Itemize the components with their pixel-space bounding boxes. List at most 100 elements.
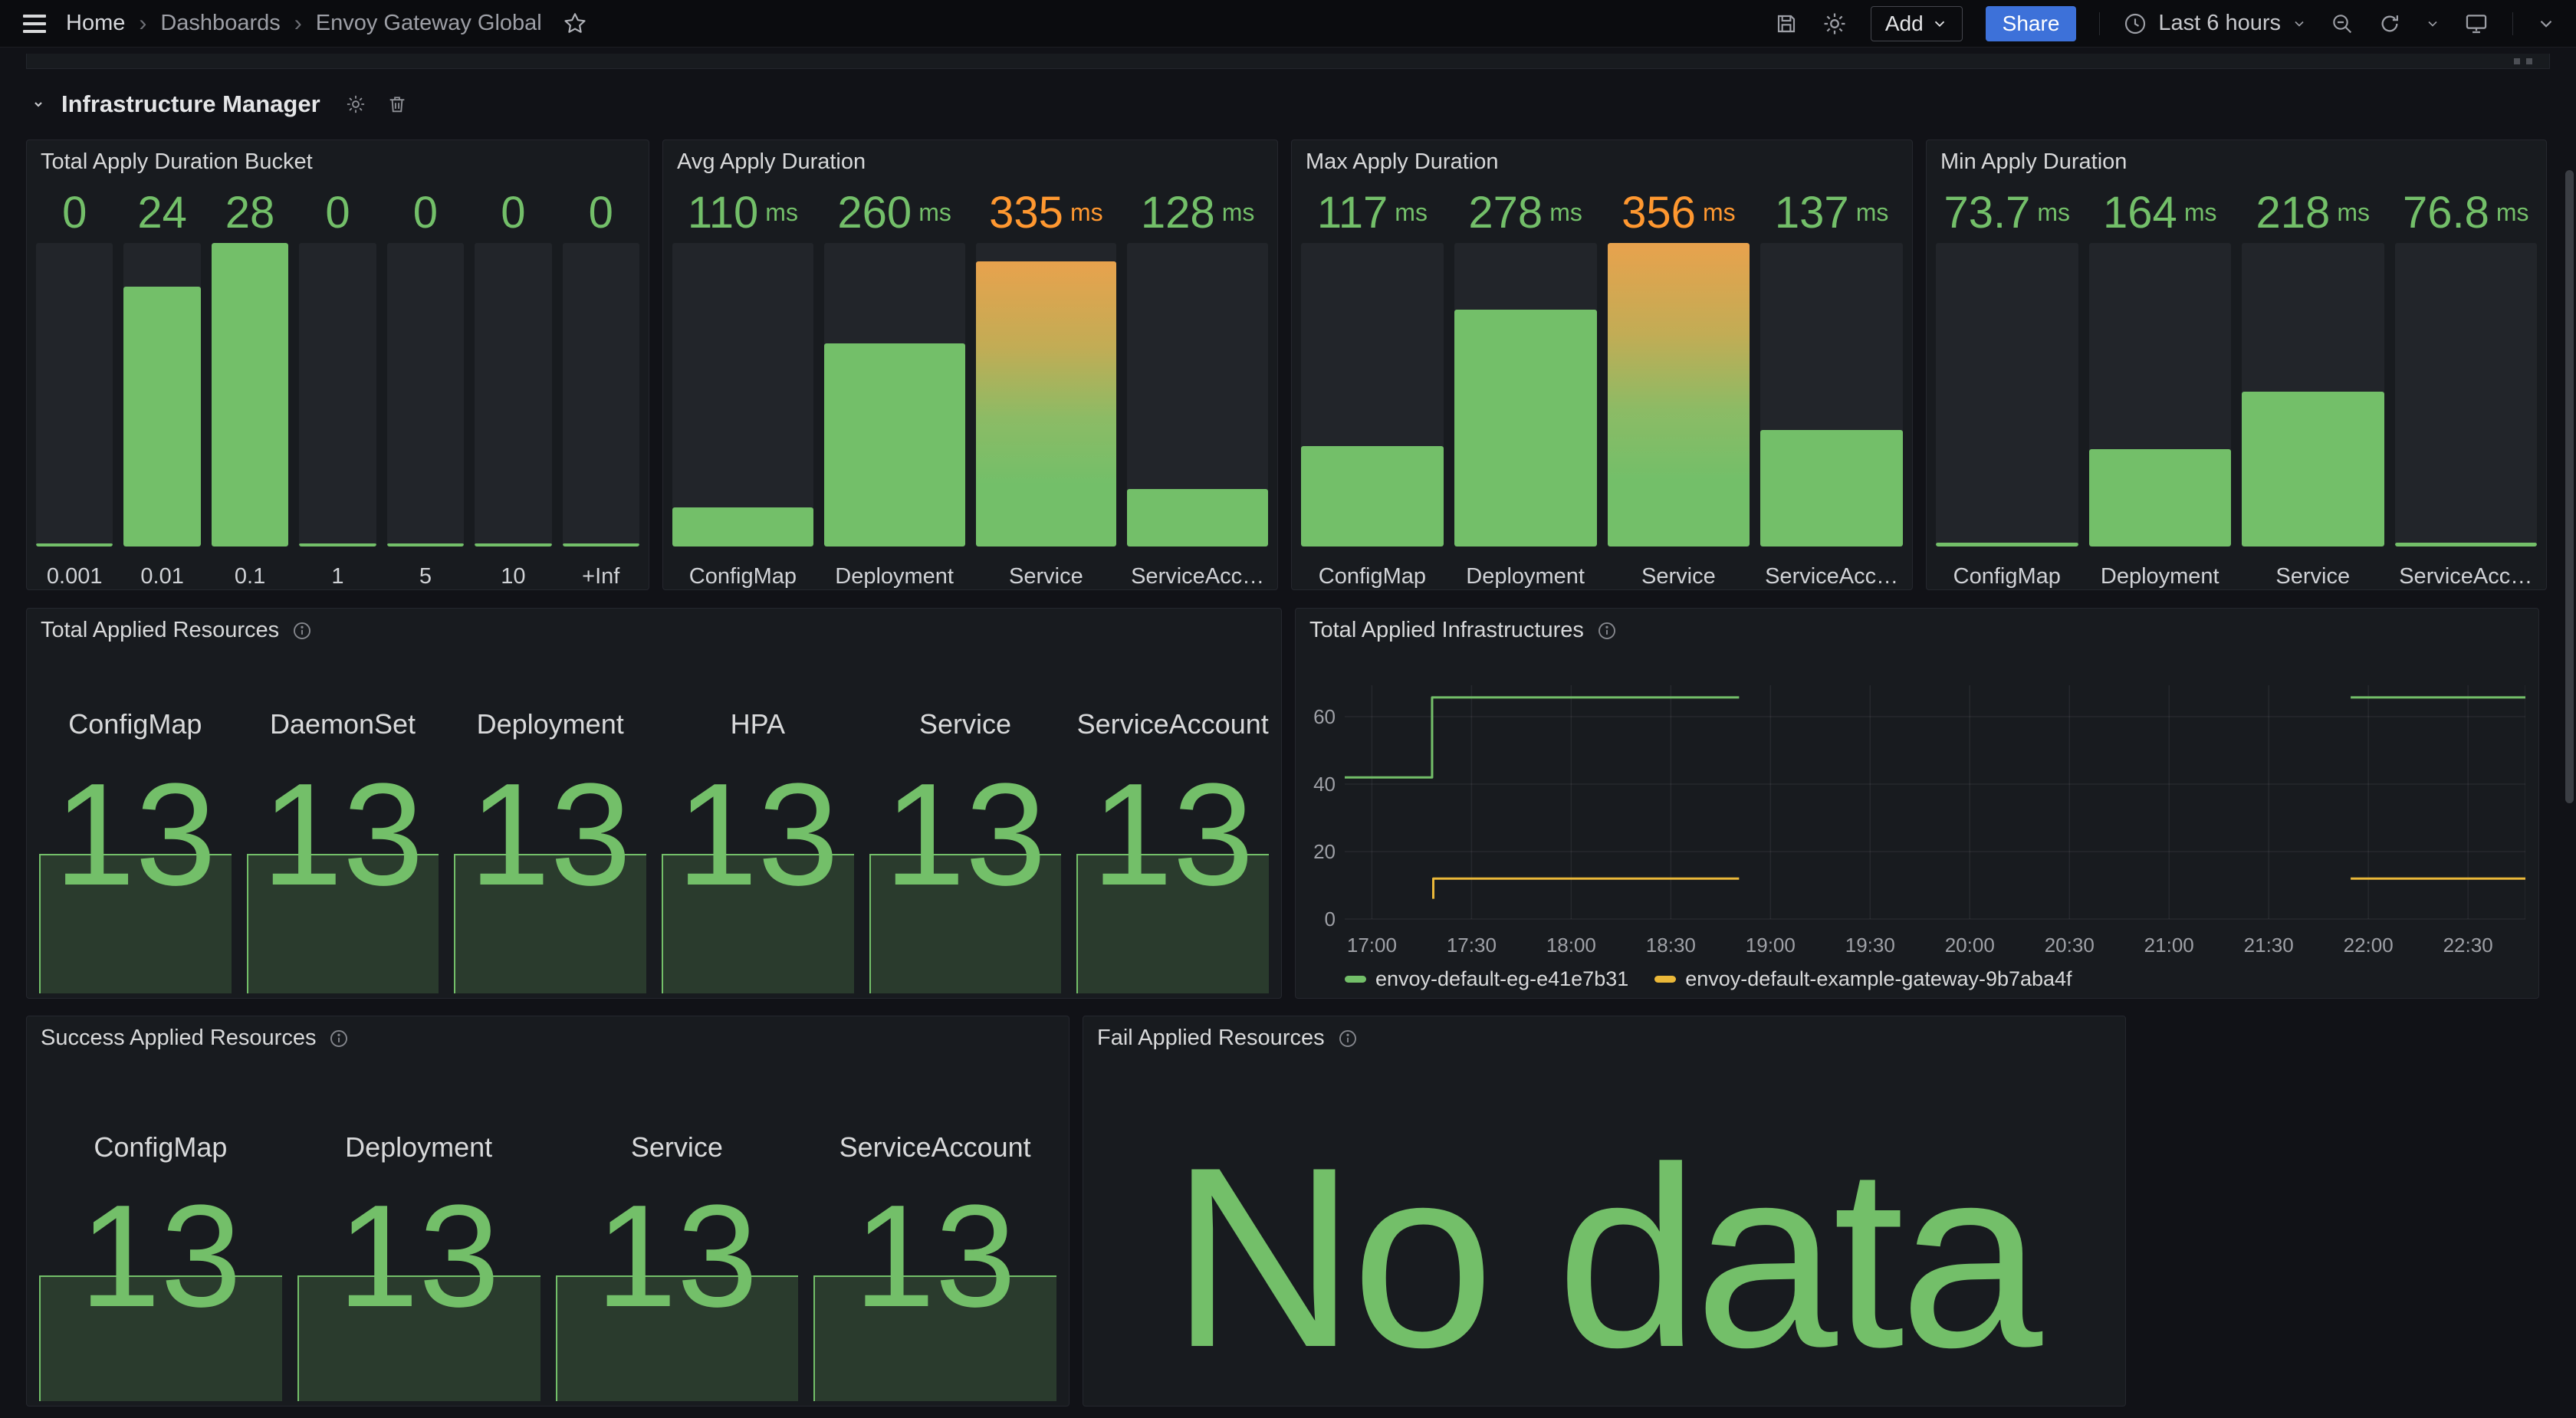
- stat-label: ConfigMap: [68, 708, 202, 740]
- scrolled-panel-edge: [26, 54, 2550, 69]
- stat-sparkline: [1076, 854, 1270, 993]
- bar-label: ConfigMap: [688, 564, 797, 589]
- x-tick-label: 22:00: [2343, 934, 2394, 957]
- add-button-label: Add: [1884, 11, 1924, 35]
- bar-track: [1454, 242, 1597, 547]
- bar-value: 0: [501, 188, 526, 238]
- stat-cell[interactable]: Deployment 13: [446, 609, 654, 998]
- stat-cell[interactable]: ConfigMap 13: [31, 609, 239, 998]
- x-tick-label: 21:30: [2243, 934, 2294, 957]
- breadcrumb-home[interactable]: Home: [66, 11, 126, 35]
- panel-avg-apply-duration: Avg Apply Duration 110 ms ConfigMap 260 ms Dep…: [662, 140, 1278, 590]
- add-button[interactable]: Add: [1870, 5, 1963, 41]
- stat-label: Service: [919, 708, 1012, 740]
- bar-gauge[interactable]: 73.7 ms ConfigMap 164 ms Deployment 218 ms Servi…: [1936, 183, 2537, 589]
- stat-cell[interactable]: ServiceAccount 13: [806, 1016, 1064, 1406]
- time-range-picker[interactable]: Last 6 hours: [2123, 11, 2307, 36]
- bar-fill: [123, 286, 201, 547]
- bar-label: +Inf: [582, 564, 620, 589]
- bar-label: ServiceAcc…: [1131, 564, 1265, 589]
- bar-label: Deployment: [835, 564, 954, 589]
- info-icon[interactable]: [291, 620, 313, 642]
- bar-column: 0 +Inf: [562, 183, 639, 589]
- bar-gauge[interactable]: 0 0.001 24 0.01 28 0.1 0 1 0 5 0 10 0 +Inf: [36, 183, 639, 589]
- y-tick-label: 60: [1313, 705, 1336, 728]
- save-icon[interactable]: [1774, 11, 1799, 36]
- refresh-icon[interactable]: [2377, 11, 2402, 36]
- bar-value: 24: [137, 188, 187, 238]
- stat-value: 13: [676, 753, 840, 916]
- bar-label: Service: [1009, 564, 1083, 589]
- legend-item[interactable]: envoy-default-example-gateway-9b7aba4f: [1654, 967, 2072, 991]
- bar-label: Deployment: [1466, 564, 1585, 589]
- bar-track: [211, 242, 289, 547]
- stat-cell[interactable]: DaemonSet 13: [239, 609, 447, 998]
- legend-item[interactable]: envoy-default-eg-e41e7b31: [1345, 967, 1628, 991]
- info-icon[interactable]: [1596, 620, 1618, 642]
- stat-cell[interactable]: Service 13: [862, 609, 1070, 998]
- bar-value: 0: [325, 188, 350, 238]
- stat-label: ServiceAccount: [839, 1131, 1031, 1163]
- bar-track: [672, 242, 813, 547]
- bar-label: Deployment: [2100, 564, 2220, 589]
- stat-cell[interactable]: ConfigMap 13: [31, 1016, 290, 1406]
- menu-icon[interactable]: [23, 14, 46, 33]
- y-tick-label: 40: [1313, 773, 1336, 796]
- bar-gauge[interactable]: 117 ms ConfigMap 278 ms Deployment 356 ms Servic…: [1301, 183, 1903, 589]
- panel-title: Fail Applied Resources: [1097, 1026, 1325, 1050]
- bar-label: 1: [331, 564, 344, 589]
- stat-value: 13: [261, 753, 424, 916]
- bar-value: 0: [412, 188, 439, 238]
- stat-value: 13: [884, 753, 1046, 916]
- stat-label: Deployment: [345, 1131, 493, 1163]
- x-tick-label: 22:30: [2443, 934, 2493, 957]
- stat-cell[interactable]: Service 13: [548, 1016, 807, 1406]
- bar-column: 76.8 ms ServiceAcc…: [2394, 183, 2537, 589]
- bar-column: 218 ms Service: [2242, 183, 2384, 589]
- refresh-interval-chevron-icon[interactable]: [2425, 16, 2440, 31]
- x-tick-label: 18:00: [1546, 934, 1596, 957]
- settings-gear-icon[interactable]: [1822, 11, 1848, 37]
- chevron-right-icon: ›: [139, 10, 147, 36]
- divider: [2099, 11, 2101, 35]
- stat-cell[interactable]: Deployment 13: [290, 1016, 548, 1406]
- row-settings-gear-icon[interactable]: [345, 94, 366, 115]
- bar-label: 0.1: [234, 564, 266, 589]
- stat-label: HPA: [730, 708, 786, 740]
- stat-sparkline: [39, 1275, 282, 1401]
- chevron-down-icon[interactable]: [2536, 14, 2556, 34]
- row-delete-trash-icon[interactable]: [386, 94, 408, 115]
- scrollbar-thumb[interactable]: [2565, 170, 2574, 803]
- bar-value: 164 ms: [2103, 188, 2217, 238]
- breadcrumb-dashboards[interactable]: Dashboards: [160, 11, 281, 35]
- timeseries-svg: [1345, 685, 2526, 920]
- share-button[interactable]: Share: [1985, 5, 2077, 41]
- star-icon[interactable]: [562, 11, 588, 37]
- info-icon[interactable]: [1337, 1028, 1359, 1049]
- stat-cell[interactable]: HPA 13: [654, 609, 862, 998]
- bar-label: 10: [501, 564, 526, 589]
- panel-title: Min Apply Duration: [1940, 149, 2128, 174]
- panel-title: Max Apply Duration: [1306, 149, 1499, 174]
- zoom-out-icon[interactable]: [2330, 11, 2354, 36]
- panel-title: Avg Apply Duration: [677, 149, 866, 174]
- bar-track: [1760, 242, 1903, 547]
- bar-fill: [211, 242, 289, 547]
- tv-kiosk-icon[interactable]: [2463, 11, 2489, 37]
- resize-dot: [2526, 58, 2532, 64]
- stat-sparkline: [813, 1275, 1056, 1401]
- stat-label: DaemonSet: [269, 708, 416, 740]
- panel-total-applied-resources: Total Applied Resources ConfigMap 13 Daemo…: [26, 608, 1282, 999]
- timeseries-plot[interactable]: [1345, 685, 2526, 923]
- chevron-down-icon: [1931, 15, 1948, 32]
- info-icon[interactable]: [328, 1028, 350, 1049]
- stat-label: Service: [630, 1131, 723, 1163]
- bar-column: 137 ms ServiceAcc…: [1760, 183, 1903, 589]
- stat-cell[interactable]: ServiceAccount 13: [1069, 609, 1276, 998]
- bar-gauge[interactable]: 110 ms ConfigMap 260 ms Deployment 335 ms Servic…: [672, 183, 1268, 589]
- bar-track: [36, 242, 113, 547]
- row-header-infrastructure-manager[interactable]: Infrastructure Manager: [29, 80, 408, 129]
- bar-label: ServiceAcc…: [2399, 564, 2533, 589]
